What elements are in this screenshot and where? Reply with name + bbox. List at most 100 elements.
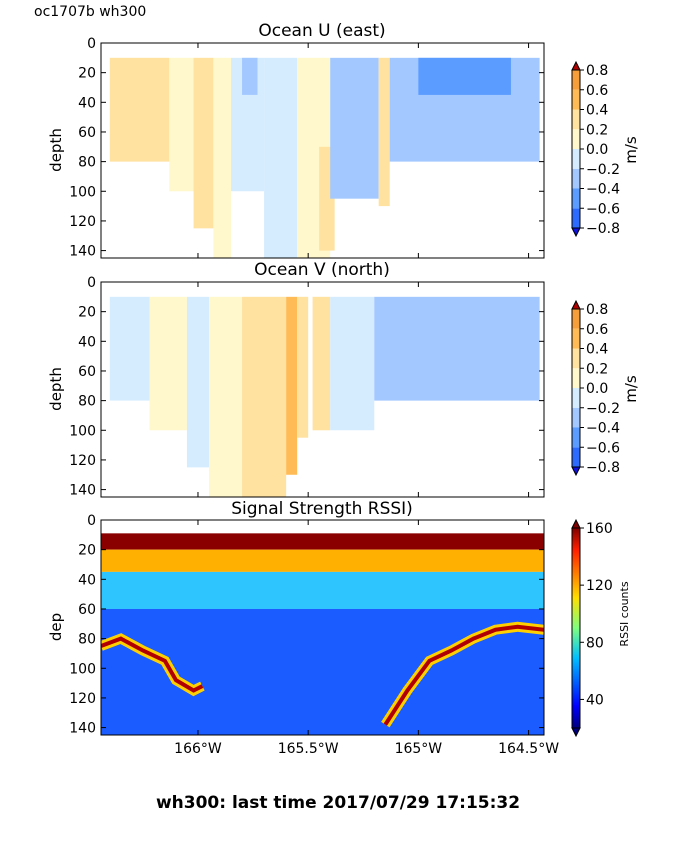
colorbar-tick-label: 40 (586, 692, 604, 708)
colorbar-tick-label: 80 (586, 635, 604, 651)
panel-v-colorbar: 0.8 0.6 0.4 0.2 0.0 −0.2 −0.4 −0.6 −0.8 (571, 299, 620, 477)
panel-u-yticks: 0 20 40 60 80 100 120 140 (69, 36, 544, 260)
xtick-label: 165°W (395, 741, 443, 757)
ytick-label: 120 (69, 691, 96, 707)
heatmap-cell (186, 296, 209, 468)
colorbar-extend-min (571, 727, 581, 738)
ytick-label: 40 (78, 572, 96, 588)
colorbar-extend-max (571, 60, 581, 71)
colorbar-tick-label: 0.8 (586, 63, 608, 79)
panel-rssi-colorbar: 160 120 80 40 (571, 518, 613, 738)
rssi-blank (101, 520, 544, 534)
panel-rssi-title: Signal Strength RSSI) (231, 499, 413, 519)
panel-u-ylabel: depth (47, 128, 65, 172)
colorbar-tick-label: −0.8 (586, 221, 620, 237)
panel-rssi: Signal Strength RSSI) dep 0 20 40 60 80 100 12… (47, 499, 631, 757)
heatmap-cell (286, 296, 298, 475)
heatmap-cell (312, 296, 331, 431)
heatmap-cell (264, 57, 298, 258)
heatmap-cell (169, 57, 194, 192)
panel-v: Ocean V (north) depth 0 20 40 60 80 100 120 140… (47, 260, 640, 499)
colorbar-tick-label: −0.8 (586, 460, 620, 476)
ytick-label: 140 (69, 483, 96, 499)
xtick-label: 166°W (174, 741, 222, 757)
ytick-label: 120 (69, 453, 96, 469)
ytick-label: 20 (78, 305, 96, 321)
panel-u-frame (100, 42, 545, 259)
heatmap-cell (109, 296, 150, 401)
ytick-label: 120 (69, 214, 96, 230)
colorbar-band (572, 208, 580, 228)
colorbar-band (572, 89, 580, 110)
heatmap-cell (213, 57, 232, 258)
colorbar-band (572, 109, 580, 130)
colorbar-tick-label: 0.2 (586, 122, 608, 138)
panel-v-yticks: 0 20 40 60 80 100 120 140 (69, 275, 544, 499)
colorbar-tick-label: −0.4 (586, 421, 620, 437)
ytick-label: 140 (69, 244, 96, 260)
ytick-label: 40 (78, 95, 96, 111)
ytick-label: 40 (78, 334, 96, 350)
ytick-label: 0 (87, 513, 96, 529)
colorbar-band (572, 129, 580, 149)
ytick-label: 100 (69, 423, 96, 439)
panel-rssi-yticks: 0 20 40 60 80 100 120 140 (69, 513, 544, 737)
heatmap-cell (242, 57, 258, 95)
colorbar-band (572, 149, 580, 169)
bottom-track (101, 636, 204, 693)
bottom-track (383, 624, 544, 726)
heatmap-cell (297, 296, 309, 438)
footer-title: wh300: last time 2017/07/29 17:15:32 (156, 793, 520, 813)
ytick-label: 20 (78, 543, 96, 559)
panel-u-colorbar-label: m/s (622, 136, 640, 164)
ytick-label: 100 (69, 184, 96, 200)
panel-rssi-ylabel: dep (47, 613, 65, 641)
colorbar-extend-max (571, 518, 581, 529)
panel-v-ylabel: depth (47, 367, 65, 411)
panel-v-plot (109, 296, 540, 497)
rssi-layer (101, 549, 544, 572)
colorbar-extend-min (571, 227, 581, 238)
ytick-label: 80 (78, 394, 96, 410)
panel-u-xticks (197, 43, 530, 258)
heatmap-cell (109, 57, 170, 162)
colorbar-tick-label: −0.4 (586, 182, 620, 198)
colorbar-tick-label: −0.2 (586, 401, 620, 417)
colorbar-band (572, 348, 580, 369)
panel-v-xticks (197, 282, 530, 497)
panel-rssi-xticks: 166°W 165.5°W 165°W 164.5°W (174, 520, 559, 757)
ytick-label: 60 (78, 364, 96, 380)
panel-rssi-colorbar-label: RSSI counts (618, 581, 631, 646)
xtick-label: 164.5°W (498, 741, 559, 757)
ytick-label: 100 (69, 661, 96, 677)
colorbar-band (572, 388, 580, 408)
colorbar-band (572, 447, 580, 467)
colorbar-tick-label: 0.6 (586, 83, 608, 99)
heatmap-cell (378, 57, 390, 207)
colorbar-band (572, 427, 580, 448)
panel-rssi-plot (101, 520, 544, 735)
panel-v-title: Ocean V (north) (254, 260, 390, 280)
colorbar-tick-label: 0.6 (586, 322, 608, 338)
colorbar-tick-label: 0.8 (586, 302, 608, 318)
ytick-label: 80 (78, 155, 96, 171)
ytick-label: 60 (78, 125, 96, 141)
panel-u-plot (109, 57, 540, 258)
panel-rssi-frame (100, 519, 545, 736)
heatmap-cell (330, 57, 379, 199)
panel-u-colorbar: 0.8 0.6 0.4 0.2 0.0 −0.2 −0.4 −0.6 −0.8 (571, 60, 620, 238)
heatmap-cell (149, 296, 187, 431)
colorbar-band (572, 168, 580, 189)
heatmap-cell (242, 296, 287, 497)
colorbar-tick-label: 120 (586, 578, 613, 594)
colorbar-band (572, 309, 580, 329)
colorbar-tick-label: 0.0 (586, 381, 608, 397)
heatmap-cell (193, 57, 214, 229)
ytick-label: 80 (78, 632, 96, 648)
colorbar-extend-min (571, 466, 581, 477)
colorbar-tick-label: −0.6 (586, 201, 620, 217)
panel-v-frame (100, 281, 545, 498)
colorbar-band (572, 368, 580, 388)
